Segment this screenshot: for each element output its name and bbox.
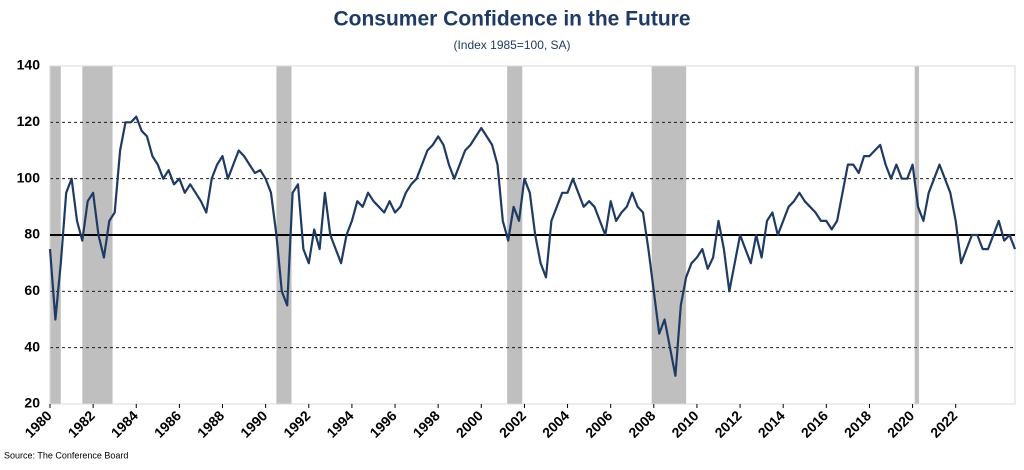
x-tick-label: 1988 [194,407,227,440]
y-tick-label: 140 [17,57,41,73]
x-tick-label: 2002 [496,407,529,440]
x-tick-label: 1980 [21,407,54,440]
x-tick-label: 2006 [582,407,615,440]
x-tick-label: 2022 [927,407,960,440]
x-tick-label: 2018 [841,407,874,440]
chart-subtitle: (Index 1985=100, SA) [453,38,570,52]
x-tick-label: 2016 [798,407,831,440]
x-tick-label: 2014 [755,407,788,440]
x-tick-label: 1986 [151,407,184,440]
y-tick-label: 40 [24,338,40,354]
x-tick-label: 1992 [280,407,313,440]
y-tick-label: 80 [24,226,40,242]
x-tick-label: 1996 [366,407,399,440]
source-note: Source: The Conference Board [4,450,128,460]
x-tick-label: 2020 [884,407,917,440]
x-tick-label: 2012 [711,407,744,440]
x-tick-label: 1982 [65,407,98,440]
x-tick-label: 1984 [108,407,141,440]
x-tick-label: 1994 [323,407,356,440]
x-tick-label: 2010 [668,407,701,440]
chart-title: Consumer Confidence in the Future [333,8,690,31]
x-tick-label: 1990 [237,407,270,440]
x-tick-label: 2008 [625,407,658,440]
x-tick-label: 1998 [410,407,443,440]
y-tick-label: 120 [17,113,41,129]
data-line [48,115,1017,377]
x-tick-label: 2000 [453,407,486,440]
y-tick-label: 60 [24,282,40,298]
y-tick-label: 100 [17,169,41,185]
x-tick-label: 2004 [539,407,572,440]
y-tick-label: 20 [24,395,40,411]
